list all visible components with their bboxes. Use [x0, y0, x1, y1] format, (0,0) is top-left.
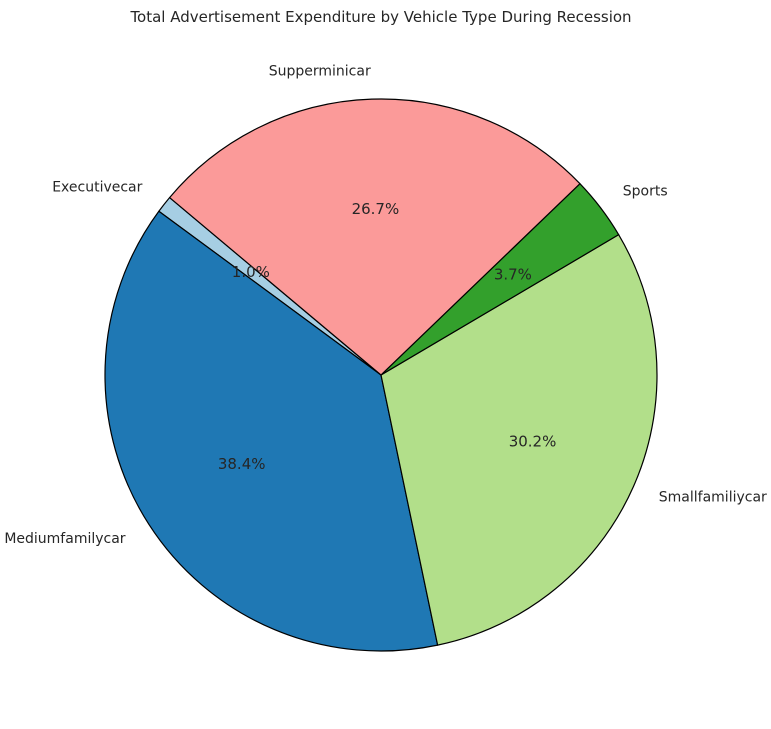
- percent-label-smallfamiliycar: 30.2%: [509, 432, 557, 450]
- percent-label-supperminicar: 26.7%: [352, 200, 400, 218]
- category-label-mediumfamilycar: Mediumfamilycar: [4, 531, 125, 547]
- category-label-smallfamiliycar: Smallfamiliycar: [659, 490, 767, 506]
- category-label-sports: Sports: [623, 183, 668, 199]
- pie-slice-mediumfamilycar: [104, 210, 439, 652]
- chart-title: Total Advertisement Expenditure by Vehic…: [129, 8, 631, 26]
- slice-percent-labels: 1.0% 38.4% 30.2% 3.7% 26.7%: [218, 200, 556, 473]
- percent-label-sports: 3.7%: [494, 265, 532, 283]
- pie-slice-supperminicar: [168, 98, 581, 376]
- pie-slice-smallfamiliycar: [380, 234, 658, 646]
- pie-slices: [104, 98, 658, 652]
- slice-category-labels: Executivecar Mediumfamilycar Smallfamiliyc…: [4, 64, 767, 548]
- percent-label-mediumfamilycar: 38.4%: [218, 455, 266, 473]
- category-label-executivecar: Executivecar: [52, 179, 142, 195]
- percent-label-executivecar: 1.0%: [232, 263, 270, 281]
- category-label-supperminicar: Supperminicar: [269, 64, 371, 80]
